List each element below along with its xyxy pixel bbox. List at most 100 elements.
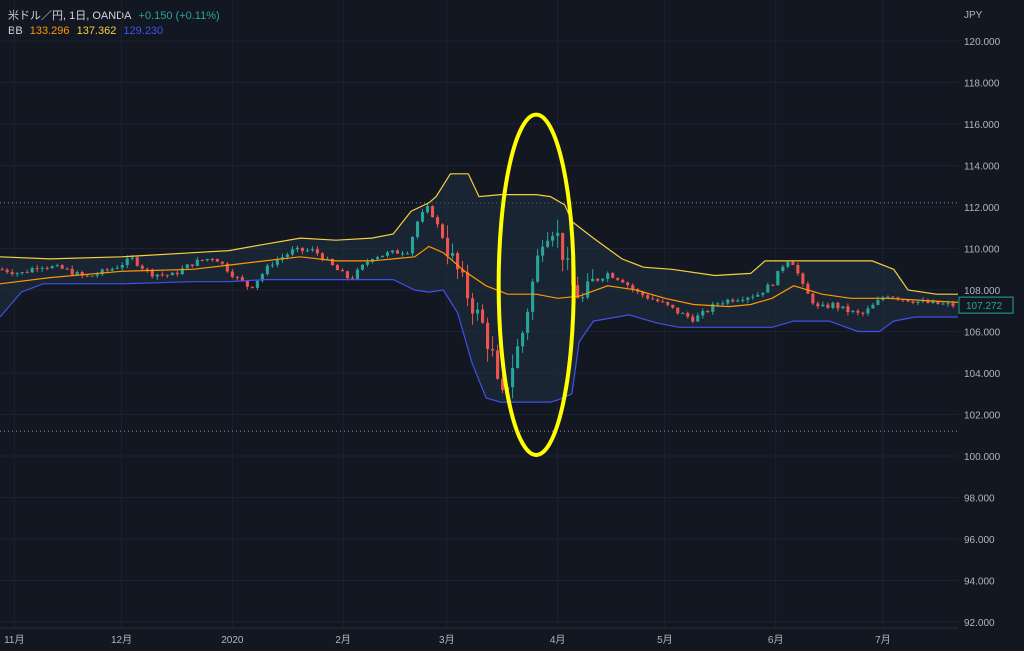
price-tick-label: 102.000 [964, 411, 1001, 422]
candle [355, 267, 360, 281]
candle [556, 219, 560, 248]
candle [385, 250, 390, 258]
candle [706, 309, 710, 314]
candle [856, 308, 860, 316]
candle [831, 301, 835, 310]
candle [916, 301, 920, 306]
candle [761, 292, 765, 298]
candle [230, 268, 234, 279]
candle [300, 247, 304, 255]
symbol-label[interactable]: 米ドル／円, 1日, OANDA [8, 10, 132, 22]
price-tick-label: 108.000 [964, 286, 1001, 297]
candle [726, 298, 730, 306]
candle [310, 246, 314, 253]
candle [35, 264, 39, 273]
candle [841, 306, 845, 310]
candle [546, 232, 550, 249]
price-tick-label: 114.000 [964, 162, 1000, 173]
legend-row-bollinger: BB 133.296 137.362 129.230 [8, 24, 167, 38]
candle [781, 264, 785, 274]
candle [360, 264, 365, 271]
candle [871, 302, 875, 309]
candle [741, 296, 745, 303]
candle [481, 304, 485, 324]
price-tick-label: 112.000 [964, 203, 1000, 214]
currency-unit: JPY [964, 10, 983, 21]
candle [255, 280, 259, 290]
price-change: +0.150 (+0.11%) [138, 10, 220, 22]
candle [866, 305, 870, 317]
candle [671, 304, 675, 309]
candle [265, 263, 269, 276]
candle [491, 336, 495, 357]
time-tick-label: 7月 [875, 634, 891, 646]
last-price-tag: 107.272 [958, 296, 1014, 314]
bb-basis-line [0, 245, 959, 308]
candle [135, 256, 139, 267]
candle [175, 270, 179, 277]
candle [846, 303, 850, 316]
candle [521, 330, 525, 353]
candle [220, 261, 224, 266]
candle [305, 247, 309, 253]
candle [676, 307, 680, 315]
candle [566, 246, 570, 271]
time-tick-label: 2020 [221, 635, 244, 646]
candle [686, 311, 690, 319]
price-tick-label: 110.000 [964, 245, 1000, 256]
candle [115, 265, 119, 270]
candle [851, 310, 855, 314]
candle [45, 266, 49, 271]
candle [160, 271, 164, 277]
bb-lower-line [0, 279, 958, 403]
candle [60, 264, 64, 270]
bb-indicator-label[interactable]: BB [8, 25, 23, 37]
time-tick-label: 11月 [4, 634, 24, 646]
candle [746, 296, 750, 304]
candle [340, 268, 345, 272]
candle [65, 267, 69, 270]
candle [165, 274, 169, 279]
legend-row-symbol: 米ドル／円, 1日, OANDA +0.150 (+0.11%) [8, 9, 224, 23]
candle [771, 284, 775, 287]
candle [516, 338, 520, 369]
candle [245, 280, 249, 290]
candle [170, 271, 174, 276]
candle [295, 245, 299, 253]
candle [445, 225, 450, 265]
candle [526, 308, 530, 341]
candle [561, 232, 565, 272]
price-axis[interactable]: JPY 120.000 118.000 116.000 114.000 112.000 1… [964, 10, 1001, 629]
price-tick-label: 106.000 [964, 328, 1001, 339]
candle [541, 240, 545, 262]
candle [125, 255, 129, 269]
candle [511, 354, 515, 399]
candle [90, 275, 94, 277]
candle [721, 300, 725, 306]
candles [0, 203, 955, 399]
candle [335, 264, 339, 271]
candle [596, 278, 600, 282]
time-tick-label: 5月 [657, 634, 673, 646]
candle [120, 262, 124, 271]
price-tick-label: 120.000 [964, 37, 1001, 48]
candle [666, 301, 670, 307]
candle [200, 259, 204, 262]
candle [55, 263, 59, 268]
candle [711, 301, 715, 315]
candle [611, 271, 615, 279]
price-tick-label: 92.000 [964, 618, 995, 629]
candle [425, 203, 430, 214]
candle [591, 269, 595, 282]
time-tick-label: 6月 [768, 634, 784, 646]
candle [290, 246, 294, 257]
candle [365, 258, 370, 267]
candle [315, 246, 319, 256]
candle [215, 258, 219, 262]
candle [626, 281, 630, 288]
time-axis[interactable]: 11月 12月 2020 2月 3月 4月 5月 6月 7月 [4, 634, 891, 646]
candle [496, 344, 500, 380]
candle [531, 278, 535, 320]
candle [0, 267, 4, 271]
